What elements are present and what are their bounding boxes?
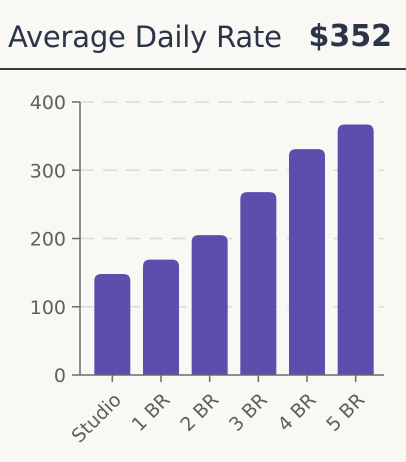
grid-lines <box>80 101 384 308</box>
x-tick-label: 4 BR <box>274 389 321 436</box>
chart-header: Average Daily Rate $352 <box>0 0 406 70</box>
axes <box>72 101 384 382</box>
bar-studio <box>94 273 131 375</box>
bars <box>94 124 374 376</box>
bar-5-br <box>337 124 374 376</box>
chart-title: Average Daily Rate <box>8 20 282 54</box>
bar-4-br <box>289 149 325 375</box>
headline-value: $352 <box>308 19 393 54</box>
x-tick-label: 1 BR <box>128 389 175 436</box>
y-tick-label: 100 <box>30 297 66 319</box>
bar-3-br <box>240 192 277 375</box>
y-tick-label: 300 <box>30 160 66 182</box>
bar-1-br <box>143 259 179 375</box>
y-tick-label: 0 <box>54 365 66 387</box>
x-tick-label: 5 BR <box>322 389 369 436</box>
x-tick-label: Studio <box>68 389 126 447</box>
bar-2-br <box>191 235 228 375</box>
y-tick-label: 400 <box>30 92 66 114</box>
y-tick-label: 200 <box>30 229 66 251</box>
x-tick-label: 2 BR <box>176 389 223 436</box>
x-tick-label: 3 BR <box>225 389 272 436</box>
